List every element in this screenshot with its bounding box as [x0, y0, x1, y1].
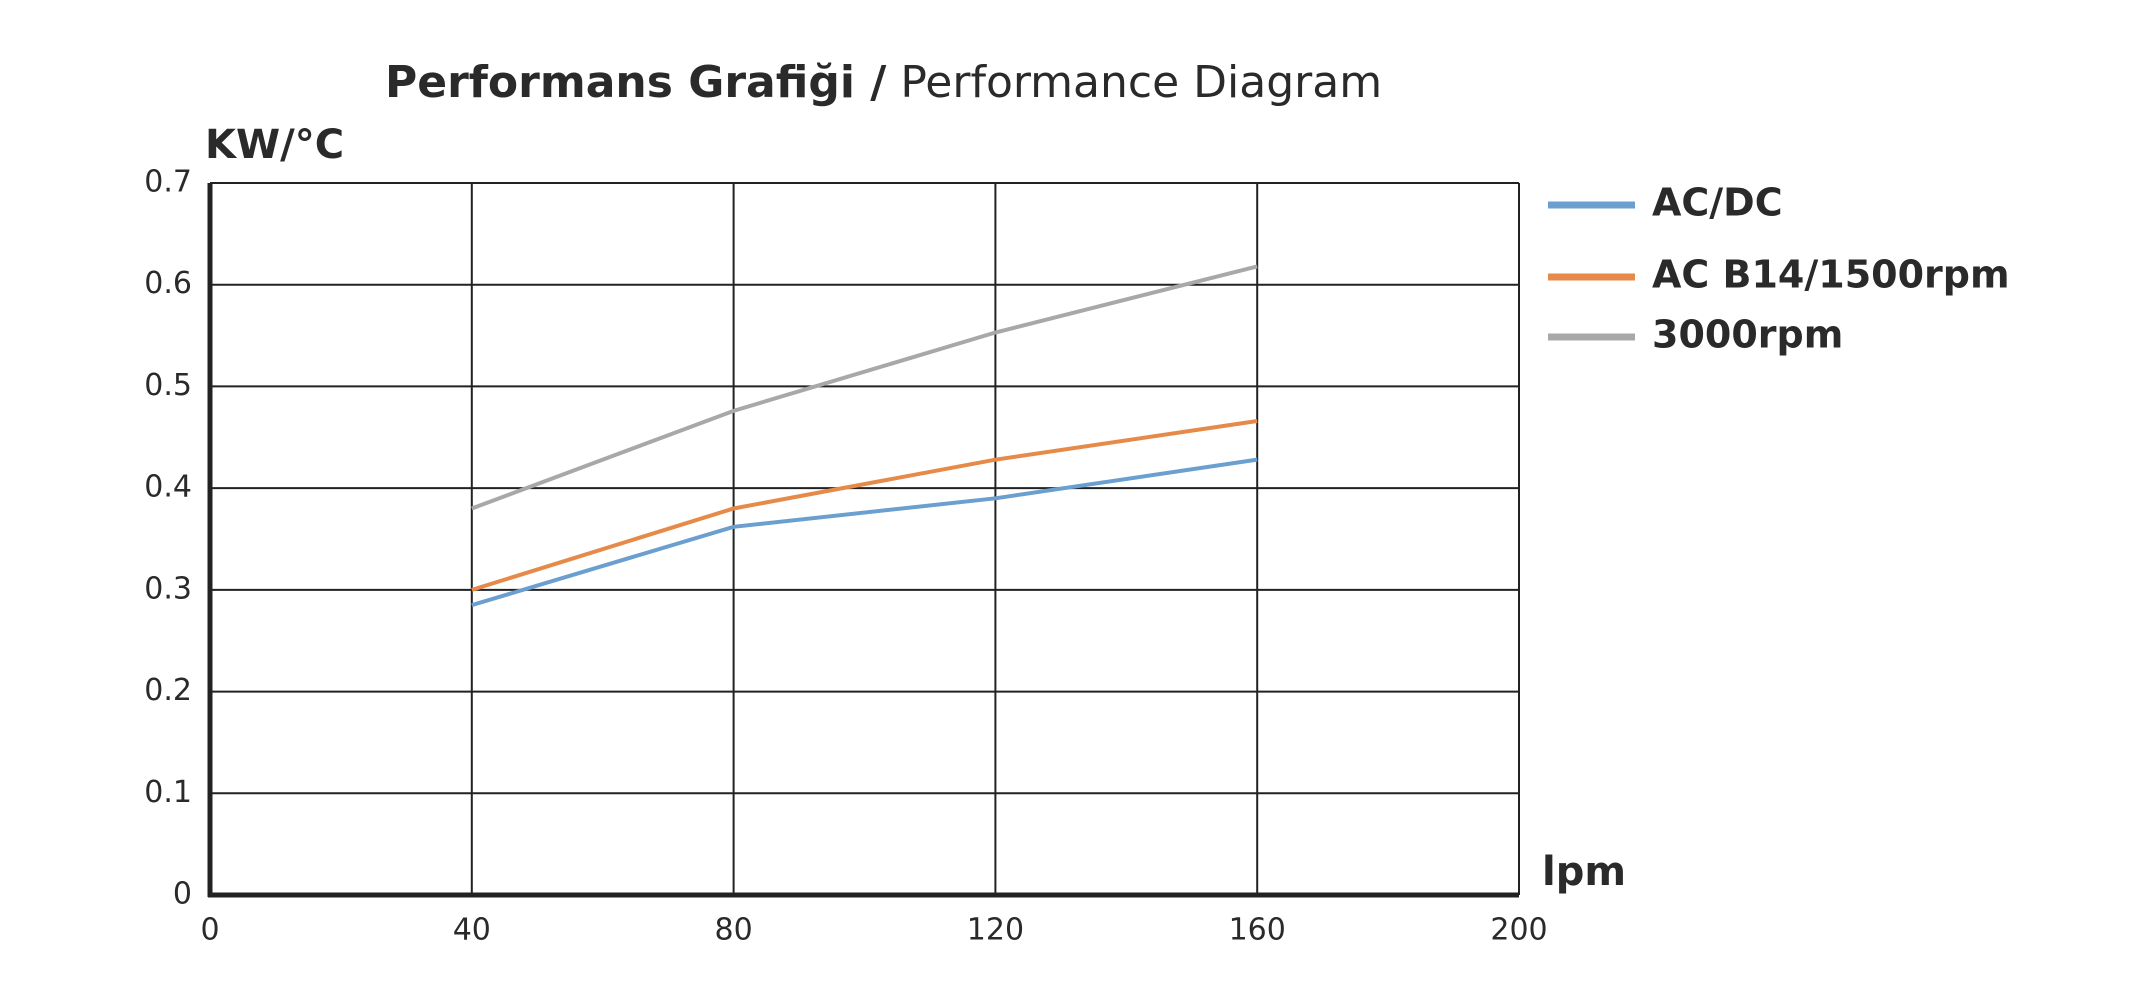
- x-tick-label: 40: [453, 913, 491, 948]
- y-tick-label: 0.7: [144, 165, 192, 200]
- x-tick-label: 120: [967, 913, 1024, 948]
- x-axis-label: lpm: [1542, 849, 1626, 895]
- y-tick-label: 0: [173, 877, 192, 912]
- chart-title-group: Performans Grafiği / Performance Diagram: [385, 57, 1382, 108]
- legend-label: 3000rpm: [1652, 313, 1843, 357]
- x-tick-label: 0: [200, 913, 219, 948]
- y-tick-label: 0.1: [144, 775, 192, 810]
- series-line: [471, 419, 1258, 592]
- legend-label: AC/DC: [1652, 181, 1783, 225]
- x-tick-label: 200: [1490, 913, 1547, 948]
- legend-label: AC B14/1500rpm: [1652, 253, 2010, 297]
- chart-title: Performans Grafiği /: [385, 57, 887, 108]
- y-tick-label: 0.2: [144, 673, 192, 708]
- y-tick-label: 0.4: [144, 470, 192, 505]
- series-line: [471, 457, 1258, 608]
- y-axis-label: KW/°C: [205, 122, 344, 168]
- series-line: [471, 264, 1258, 511]
- y-tick-label: 0.3: [144, 571, 192, 606]
- x-tick-label: 80: [715, 913, 753, 948]
- x-tick-label: 160: [1229, 913, 1286, 948]
- y-tick-label: 0.5: [144, 368, 192, 403]
- chart-subtitle: Performance Diagram: [900, 57, 1382, 108]
- y-tick-label: 0.6: [144, 266, 192, 301]
